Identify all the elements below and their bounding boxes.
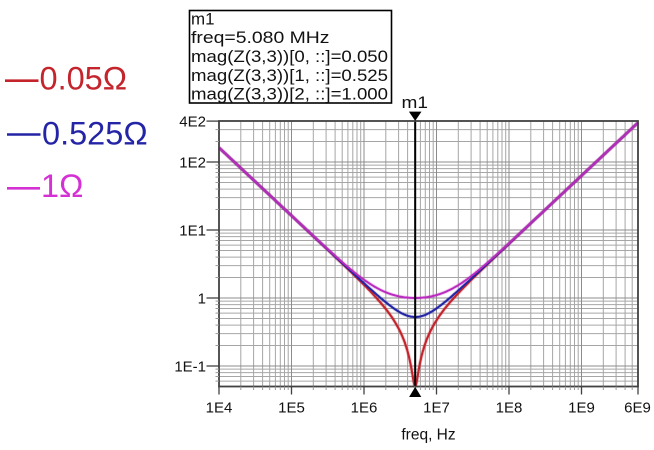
svg-text:1E2: 1E2 <box>179 154 206 171</box>
svg-text:1E1: 1E1 <box>179 222 206 239</box>
svg-text:m1: m1 <box>402 93 429 112</box>
svg-text:4E2: 4E2 <box>179 113 206 130</box>
svg-text:1E8: 1E8 <box>496 400 523 417</box>
svg-text:1E-1: 1E-1 <box>174 358 206 375</box>
svg-text:1Ω: 1Ω <box>41 168 83 204</box>
svg-text:mag(Z(3,3))[1, ::]=0.525: mag(Z(3,3))[1, ::]=0.525 <box>191 66 388 85</box>
svg-text:6E9: 6E9 <box>624 400 651 417</box>
svg-text:1E5: 1E5 <box>278 400 305 417</box>
svg-text:1E7: 1E7 <box>423 400 450 417</box>
svg-text:freq, Hz: freq, Hz <box>401 427 455 444</box>
svg-text:freq=5.080 MHz: freq=5.080 MHz <box>191 28 330 47</box>
svg-text:0.525Ω: 0.525Ω <box>42 116 148 152</box>
svg-text:1E4: 1E4 <box>206 400 233 417</box>
svg-text:mag(Z(3,3))[2, ::]=1.000: mag(Z(3,3))[2, ::]=1.000 <box>191 85 388 104</box>
svg-text:1: 1 <box>198 290 206 307</box>
svg-text:m1: m1 <box>191 9 215 28</box>
svg-text:1E6: 1E6 <box>351 400 378 417</box>
svg-text:1E9: 1E9 <box>568 400 595 417</box>
svg-text:mag(Z(3,3))[0, ::]=0.050: mag(Z(3,3))[0, ::]=0.050 <box>191 47 388 66</box>
svg-text:0.05Ω: 0.05Ω <box>40 61 128 97</box>
